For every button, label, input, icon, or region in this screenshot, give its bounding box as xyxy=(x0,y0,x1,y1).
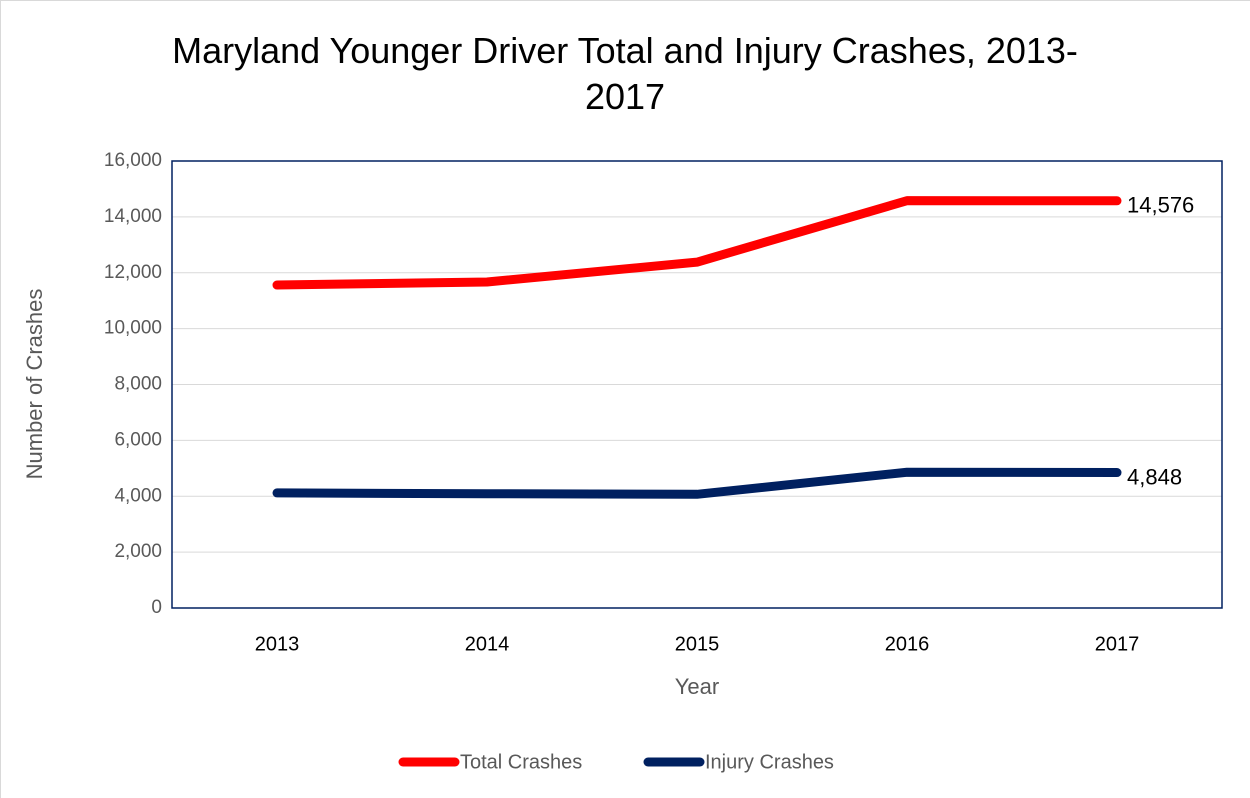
chart-title: Maryland Younger Driver Total and Injury… xyxy=(172,30,1078,117)
x-tick-label: 2015 xyxy=(675,633,720,655)
y-axis-label: Number of Crashes xyxy=(22,289,47,480)
y-tick-label: 6,000 xyxy=(114,429,162,450)
legend-label: Injury Crashes xyxy=(705,751,834,773)
y-tick-label: 0 xyxy=(151,597,162,618)
series-line xyxy=(272,467,1122,499)
legend-label: Total Crashes xyxy=(460,751,582,773)
x-tick-label: 2013 xyxy=(255,633,300,655)
data-label: 4,848 xyxy=(1127,464,1182,489)
data-label: 14,576 xyxy=(1127,193,1194,218)
y-tick-label: 16,000 xyxy=(104,150,162,171)
series-line xyxy=(272,196,1122,290)
x-axis-label: Year xyxy=(675,674,719,699)
y-tick-label: 2,000 xyxy=(114,541,162,562)
y-tick-label: 10,000 xyxy=(104,318,162,339)
x-tick-label: 2014 xyxy=(465,633,510,655)
y-tick-label: 4,000 xyxy=(114,485,162,506)
plot-border xyxy=(171,160,1223,609)
x-tick-label: 2017 xyxy=(1095,633,1140,655)
y-tick-label: 14,000 xyxy=(104,206,162,227)
y-tick-label: 8,000 xyxy=(114,374,162,395)
x-tick-label: 2016 xyxy=(885,633,930,655)
y-tick-label: 12,000 xyxy=(104,262,162,283)
